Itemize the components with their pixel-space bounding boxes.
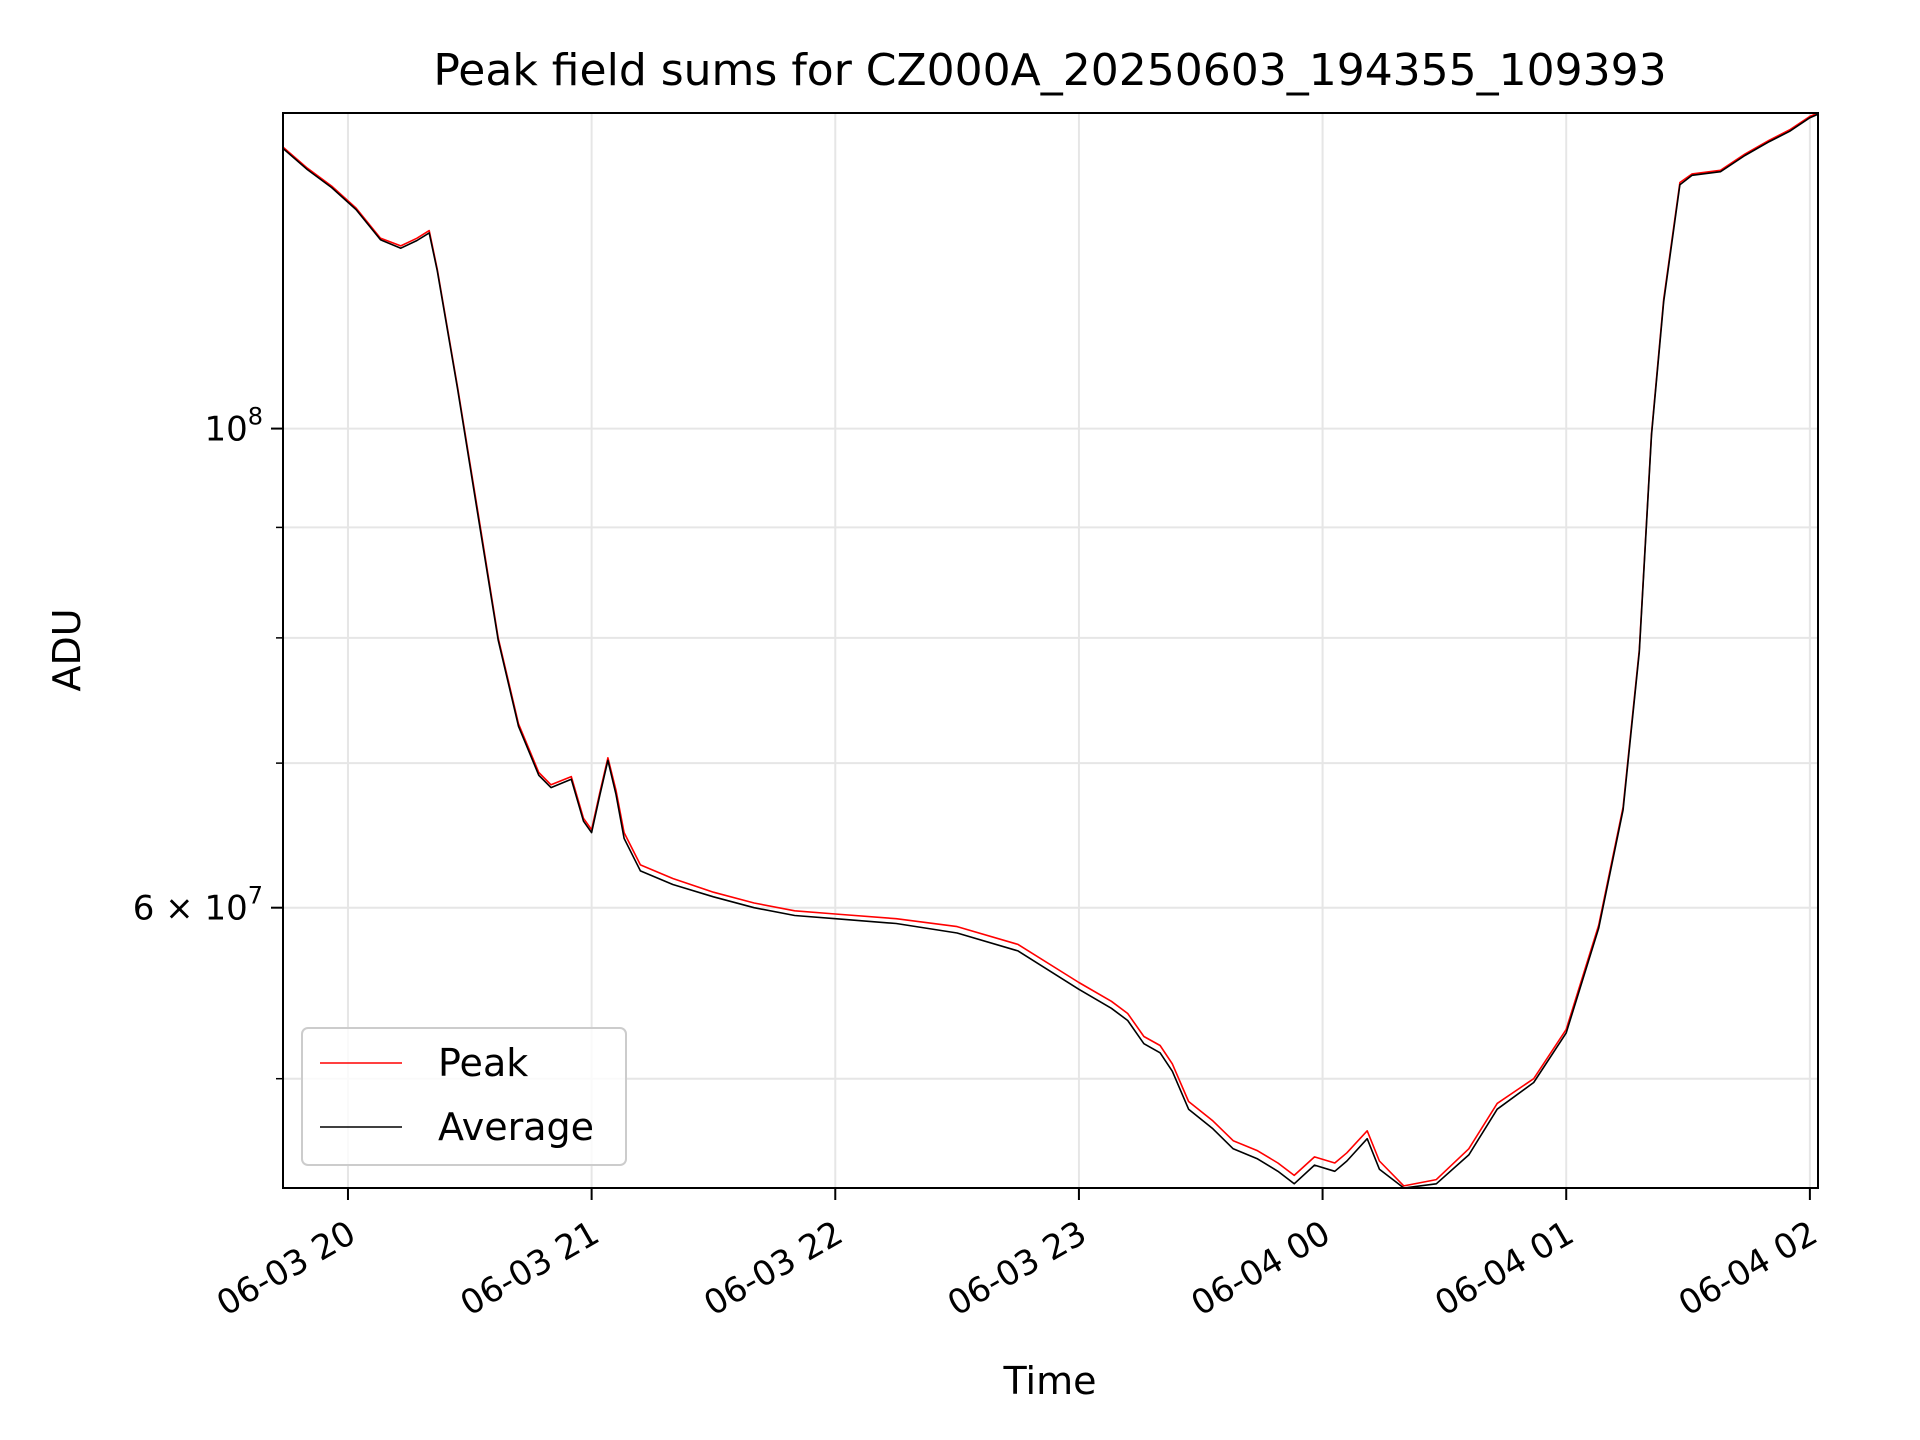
legend: Peak Average <box>301 1027 627 1166</box>
y-tick-label-base: 10 <box>204 410 247 450</box>
plot-series <box>283 113 1818 1188</box>
y-axis-label: ADU <box>45 608 89 691</box>
plot-frame <box>282 112 1819 1189</box>
y-tick-label: 108 <box>204 403 263 450</box>
y-tick-label-exponent: 8 <box>248 403 263 431</box>
legend-label-peak: Peak <box>438 1041 528 1085</box>
y-tick-label-exponent: 7 <box>248 882 263 910</box>
y-tick-label: 6 × 107 <box>133 882 263 929</box>
legend-label-average: Average <box>438 1105 594 1149</box>
x-axis-label: Time <box>1003 1359 1097 1403</box>
series-line-average <box>283 113 1818 1188</box>
chart-title: Peak field sums for CZ000A_20250603_1943… <box>433 45 1666 96</box>
y-tick-label-base: 6 × 10 <box>133 889 248 929</box>
